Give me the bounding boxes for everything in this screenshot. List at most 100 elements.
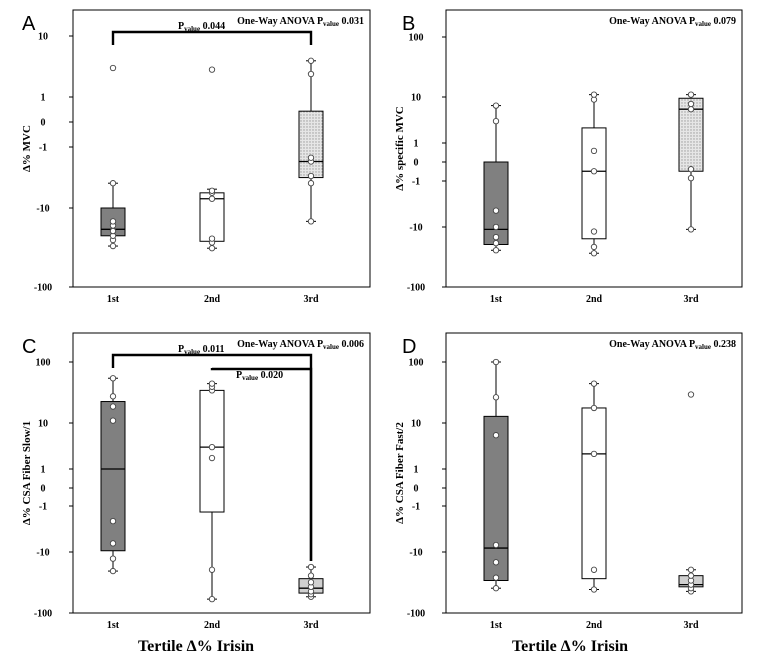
data-point [307, 579, 315, 586]
pair-p-value-label: Pvalue 0.011 [178, 344, 225, 356]
box-3rd [298, 563, 324, 600]
data-point [687, 226, 695, 233]
data-point [307, 172, 315, 180]
panel-letter: A [22, 13, 36, 35]
y-axis-label: Δ% CSA Fiber Fast/2 [394, 422, 406, 524]
box-3rd [298, 57, 324, 225]
box-1st [100, 375, 126, 575]
data-point [492, 240, 500, 247]
box-body [581, 407, 607, 580]
data-point [109, 417, 117, 424]
y-tick-label: 1 [414, 465, 419, 476]
plot-frame [72, 332, 371, 614]
box-3rd [678, 391, 704, 595]
data-point [307, 70, 315, 78]
plot-frame [445, 332, 743, 614]
y-tick-label: -10 [409, 223, 422, 234]
data-point [590, 250, 598, 257]
one-way-anova-label: One-Way ANOVA Pvalue 0.238 [609, 339, 736, 351]
box-body [199, 389, 225, 513]
y-tick-label: -10 [36, 548, 49, 559]
data-point [492, 585, 500, 592]
x-category-label: 2nd [586, 294, 603, 305]
y-tick-label: -100 [34, 283, 52, 294]
box-3rd [678, 91, 704, 233]
y-tick-label: 10 [38, 32, 48, 43]
y-tick-label: 10 [411, 419, 421, 430]
data-point [492, 102, 500, 109]
data-point [109, 180, 117, 187]
data-point [687, 174, 695, 182]
y-tick-label: 100 [36, 358, 51, 369]
x-axis-title-left: Tertile Δ% Irisin [138, 638, 254, 655]
data-point [109, 403, 117, 410]
data-point [492, 117, 500, 125]
pair-p-value-label: Pvalue 0.020 [236, 370, 283, 382]
data-point [590, 586, 598, 593]
box-1st [483, 358, 509, 592]
data-point [307, 572, 315, 579]
data-point [208, 454, 216, 462]
y-tick-label: -10 [36, 204, 49, 215]
data-point [109, 64, 117, 72]
data-point [208, 187, 216, 194]
y-tick-label: 100 [409, 33, 424, 44]
data-point [590, 228, 598, 235]
data-point [307, 563, 315, 571]
data-point [590, 450, 598, 458]
box-2nd [581, 380, 607, 593]
data-point [307, 218, 315, 225]
y-tick-label: 10 [38, 419, 48, 430]
x-axis-title-right: Tertile Δ% Irisin [512, 638, 628, 655]
data-point [492, 541, 500, 549]
y-tick-label: 0 [414, 158, 419, 169]
data-point [208, 235, 216, 242]
data-point [590, 566, 598, 573]
y-axis-label: Δ% MVC [21, 125, 33, 172]
box-body [298, 110, 324, 179]
pair-p-value-label: Pvalue 0.044 [178, 21, 225, 33]
data-point [492, 574, 500, 581]
x-category-label: 2nd [204, 620, 221, 631]
data-point [109, 517, 117, 525]
data-point [687, 566, 695, 573]
box-2nd [199, 66, 225, 252]
data-point [492, 223, 500, 231]
y-tick-label: -1 [39, 502, 47, 513]
x-category-label: 2nd [586, 620, 603, 631]
data-point [208, 195, 216, 202]
y-tick-label: -100 [407, 283, 425, 294]
data-point [590, 380, 598, 387]
y-tick-label: -1 [412, 502, 420, 513]
data-point [687, 572, 695, 579]
box-body [678, 97, 704, 172]
box-2nd [199, 380, 225, 603]
data-point [687, 166, 695, 173]
data-point [687, 391, 695, 398]
data-point [590, 91, 598, 98]
data-point [687, 106, 695, 113]
box-2nd [581, 91, 607, 257]
x-category-label: 3rd [684, 620, 699, 631]
panel-letter: D [402, 336, 416, 358]
data-point [109, 375, 117, 382]
y-axis-label: Δ% specific MVC [394, 106, 406, 191]
data-point [109, 567, 117, 575]
data-point [208, 595, 216, 603]
data-point [492, 432, 500, 439]
y-tick-label: -1 [412, 177, 420, 188]
data-point [109, 218, 117, 225]
plot-frame [72, 9, 371, 288]
data-point [687, 100, 695, 108]
y-tick-label: -100 [407, 609, 425, 620]
data-point [109, 393, 117, 400]
data-point [590, 404, 598, 412]
x-category-label: 2nd [204, 294, 221, 305]
data-point [109, 227, 117, 235]
data-point [492, 247, 500, 254]
significance-bracket [111, 30, 313, 45]
data-point [590, 147, 598, 155]
